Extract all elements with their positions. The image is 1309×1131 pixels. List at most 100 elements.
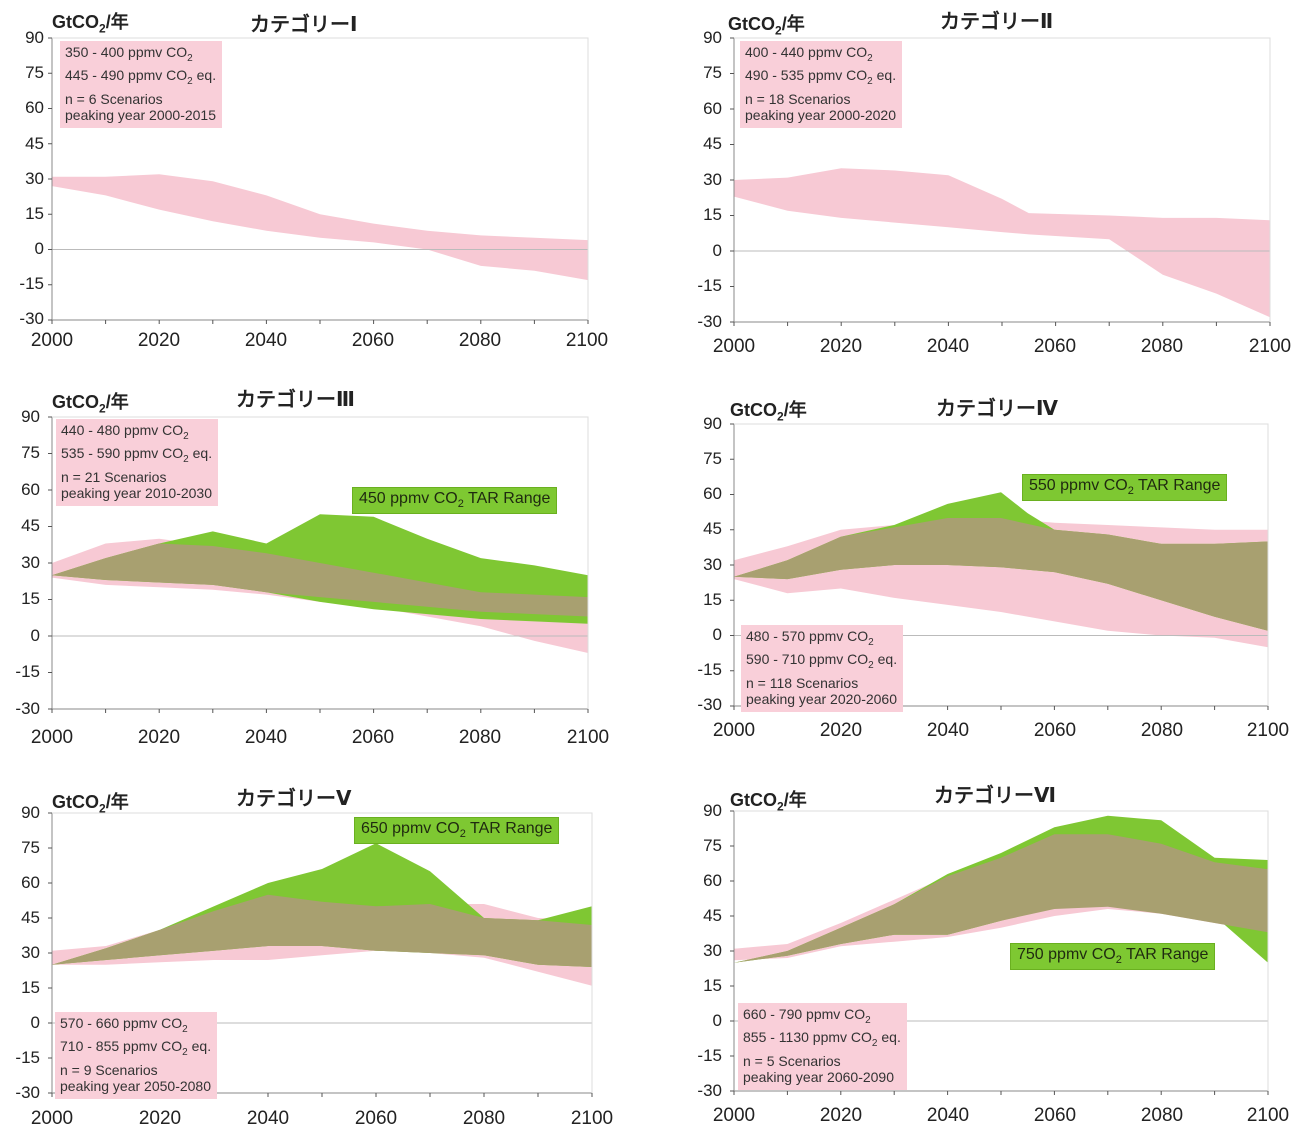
y-tick: 75 — [703, 63, 722, 82]
scenario-count: n = 18 Scenarios — [745, 90, 851, 107]
y-tick: 60 — [703, 99, 722, 118]
y-tick: 90 — [703, 414, 722, 433]
y-tick: 0 — [30, 626, 40, 645]
y-tick: -30 — [697, 312, 722, 331]
y-tick: 30 — [25, 169, 44, 188]
y-tick: 45 — [703, 906, 722, 925]
x-tick: 2060 — [1033, 1105, 1077, 1126]
y-tick: 0 — [34, 239, 44, 258]
y-tick: 0 — [30, 1013, 40, 1032]
y-tick: -30 — [19, 309, 44, 328]
y-unit-label: GtCO2/年 — [52, 12, 129, 36]
y-tick: 60 — [21, 873, 40, 892]
x-tick: 2020 — [819, 720, 863, 741]
plot-border — [734, 810, 1269, 1091]
y-tick: -15 — [15, 1048, 40, 1067]
x-tick: 2100 — [566, 727, 610, 748]
peaking-year: peaking year 2050-2080 — [60, 1078, 212, 1095]
y-tick: -15 — [19, 274, 44, 293]
scenario-info-box: 660 - 790 ppmv CO2 855 - 1130 ppmv CO2 e… — [738, 1003, 907, 1090]
x-tick: 2040 — [926, 336, 970, 357]
peaking-year: peaking year 2000-2020 — [745, 107, 897, 124]
x-tick: 2000 — [712, 1105, 756, 1126]
y-tick: 30 — [703, 555, 722, 574]
scenario-info-box: 350 - 400 ppmv CO2 445 - 490 ppmv CO2 eq… — [60, 41, 223, 128]
y-tick: 60 — [703, 871, 722, 890]
concentration-co2: 440 - 480 ppmv CO — [61, 422, 184, 438]
y-tick: 15 — [703, 205, 722, 224]
scenario-info-box: 440 - 480 ppmv CO2 535 - 590 ppmv CO2 eq… — [56, 419, 219, 506]
x-tick: 2040 — [244, 727, 288, 748]
x-tick: 2080 — [1140, 720, 1184, 741]
overlap-band — [734, 518, 1268, 631]
plot-area — [730, 37, 1271, 326]
x-tick: 2080 — [458, 727, 502, 748]
y-tick: 90 — [703, 801, 722, 820]
y-tick: 15 — [703, 976, 722, 995]
y-tick: -30 — [15, 1083, 40, 1102]
y-tick: 0 — [712, 625, 722, 644]
tar-range-label: 750 ppmv CO2 TAR Range — [1010, 943, 1216, 971]
concentration-co2: 350 - 400 ppmv CO — [65, 44, 188, 60]
concentration-co2-eq: 490 - 535 ppmv CO — [745, 67, 868, 84]
plot-area — [730, 810, 1269, 1095]
scenario-count: n = 118 Scenarios — [746, 674, 859, 691]
plot-area — [48, 416, 589, 713]
x-tick: 2060 — [354, 1108, 398, 1129]
y-tick: 90 — [25, 28, 44, 47]
y-unit-label: GtCO2/年 — [52, 392, 129, 416]
scenario-count: n = 9 Scenarios — [60, 1061, 158, 1078]
y-tick: 30 — [703, 941, 722, 960]
y-tick: 15 — [25, 204, 44, 223]
chart-title: カテゴリーⅢ — [236, 387, 355, 411]
x-tick: 2100 — [1246, 1105, 1290, 1126]
x-tick: 2040 — [926, 720, 970, 741]
tar-range-label: 450 ppmv CO2 TAR Range — [352, 487, 558, 515]
y-tick: 30 — [21, 553, 40, 572]
y-tick: -30 — [15, 699, 40, 718]
y-tick: -15 — [697, 276, 722, 295]
x-tick: 2040 — [246, 1108, 290, 1129]
plot-area — [48, 37, 589, 324]
plot-border — [52, 812, 593, 1093]
y-tick: 0 — [712, 1011, 722, 1030]
x-tick: 2080 — [1140, 336, 1184, 357]
plot-area — [48, 812, 593, 1097]
scenario-count: n = 5 Scenarios — [743, 1052, 841, 1069]
y-tick: 45 — [703, 519, 722, 538]
y-tick: 15 — [21, 978, 40, 997]
y-unit-label: GtCO2/年 — [730, 790, 807, 814]
scenario-range-band — [52, 174, 588, 281]
x-tick: 2100 — [1246, 720, 1290, 741]
scenario-info-box: 480 - 570 ppmv CO2 590 - 710 ppmv CO2 eq… — [741, 625, 904, 712]
peaking-year: peaking year 2020-2060 — [746, 691, 898, 708]
y-tick: 60 — [703, 484, 722, 503]
y-tick: 75 — [21, 838, 40, 857]
x-tick: 2000 — [30, 1108, 74, 1129]
concentration-co2-eq: 855 - 1130 ppmv CO — [743, 1029, 872, 1046]
peaking-year: peaking year 2010-2030 — [61, 485, 213, 502]
y-tick: 90 — [21, 407, 40, 426]
overlap-band — [734, 834, 1268, 963]
y-tick: -30 — [697, 1081, 722, 1100]
y-tick: 0 — [712, 241, 722, 260]
x-tick: 2060 — [351, 727, 395, 748]
y-tick: 75 — [703, 836, 722, 855]
x-tick: 2040 — [244, 330, 288, 351]
plot-border — [52, 37, 589, 320]
concentration-co2-eq: 445 - 490 ppmv CO — [65, 67, 188, 84]
concentration-co2: 400 - 440 ppmv CO — [745, 44, 868, 60]
x-tick: 2020 — [819, 336, 863, 357]
y-tick: 45 — [21, 908, 40, 927]
plot-area — [730, 423, 1269, 710]
y-tick: 75 — [21, 443, 40, 462]
plot-border — [52, 416, 589, 709]
x-tick: 2020 — [137, 330, 181, 351]
y-tick: 30 — [21, 943, 40, 962]
concentration-co2: 570 - 660 ppmv CO — [60, 1015, 183, 1031]
x-tick: 2000 — [712, 720, 756, 741]
y-tick: 60 — [21, 480, 40, 499]
x-tick: 2040 — [926, 1105, 970, 1126]
tar-range-label: 650 ppmv CO2 TAR Range — [354, 817, 560, 845]
concentration-co2-eq: 535 - 590 ppmv CO — [61, 445, 184, 462]
